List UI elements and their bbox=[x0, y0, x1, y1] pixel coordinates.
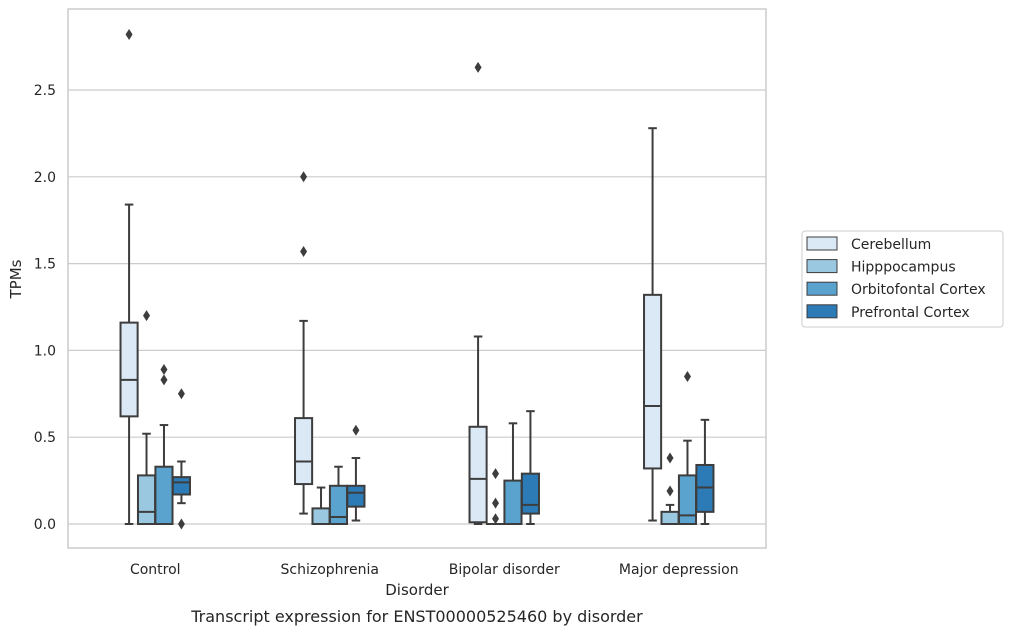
y-tick-label: 0.0 bbox=[34, 517, 56, 533]
box-hipppocampus bbox=[660, 452, 680, 525]
box-prefrontal-cortex bbox=[520, 410, 540, 525]
legend-frame bbox=[801, 230, 1004, 328]
iqr-box bbox=[311, 507, 331, 526]
gridlines bbox=[68, 89, 766, 525]
iqr-box bbox=[294, 417, 314, 486]
outlier-point bbox=[177, 518, 185, 530]
outlier-point bbox=[352, 424, 360, 436]
chart-caption: Transcript expression for ENST0000052546… bbox=[190, 607, 643, 626]
outlier-point bbox=[492, 497, 500, 509]
y-tick-label: 2.0 bbox=[34, 170, 56, 186]
outlier-point bbox=[300, 171, 308, 183]
box-prefrontal-cortex bbox=[171, 388, 191, 530]
y-tick-label: 1.5 bbox=[34, 257, 56, 273]
iqr-box bbox=[677, 474, 698, 525]
legend-label: Prefrontal Cortex bbox=[851, 305, 970, 321]
outlier-point bbox=[492, 468, 500, 480]
y-axis-label: TPMs bbox=[7, 259, 25, 299]
box-cerebellum bbox=[294, 171, 314, 515]
box-cerebellum bbox=[119, 28, 139, 525]
iqr-box bbox=[643, 293, 663, 470]
x-axis-label: Disorder bbox=[385, 581, 449, 599]
box-cerebellum bbox=[468, 61, 488, 525]
box-hipppocampus bbox=[311, 486, 331, 526]
outlier-point bbox=[666, 485, 674, 497]
iqr-box bbox=[328, 484, 349, 526]
box-orbitofontal-cortex bbox=[328, 465, 349, 526]
iqr-box bbox=[520, 472, 540, 515]
x-tick-label: Major depression bbox=[619, 562, 739, 578]
y-tick-label: 1.0 bbox=[34, 343, 56, 359]
x-tick-labels: Control Schizophrenia Bipolar disorder Majo… bbox=[130, 562, 739, 578]
box-prefrontal-cortex bbox=[695, 418, 715, 525]
iqr-box bbox=[154, 465, 174, 526]
outlier-point bbox=[300, 245, 308, 257]
outlier-point bbox=[160, 363, 168, 375]
boxes-layer bbox=[119, 28, 715, 530]
legend-label: Cerebellum bbox=[851, 237, 931, 253]
legend-label: Orbitofontal Cortex bbox=[851, 282, 986, 298]
outlier-point bbox=[492, 513, 500, 525]
legend-swatch bbox=[806, 236, 838, 251]
y-tick-label: 0.5 bbox=[34, 430, 56, 446]
outlier-point bbox=[125, 28, 133, 40]
outlier-point bbox=[177, 388, 185, 400]
legend-swatch bbox=[806, 304, 838, 319]
iqr-box bbox=[136, 474, 157, 525]
plot-frame bbox=[67, 8, 767, 549]
iqr-box bbox=[503, 479, 523, 526]
x-tick-label: Bipolar disorder bbox=[449, 562, 560, 578]
legend-swatch bbox=[806, 259, 838, 274]
iqr-box bbox=[171, 476, 191, 496]
outlier-point bbox=[666, 452, 674, 464]
box-hipppocampus bbox=[485, 468, 506, 526]
box-hipppocampus bbox=[136, 310, 157, 525]
iqr-box bbox=[346, 484, 366, 508]
outlier-point bbox=[160, 374, 168, 386]
y-tick-label: 2.5 bbox=[34, 83, 56, 99]
iqr-box bbox=[119, 321, 139, 418]
box-orbitofontal-cortex bbox=[677, 370, 698, 525]
x-tick-label: Schizophrenia bbox=[281, 562, 379, 578]
y-tick-labels: 0.0 0.5 1.0 1.5 2.0 2.5 bbox=[34, 83, 56, 533]
box-prefrontal-cortex bbox=[346, 424, 366, 522]
legend-swatch bbox=[806, 281, 838, 296]
box-cerebellum bbox=[643, 127, 663, 522]
iqr-box bbox=[468, 425, 488, 524]
outlier-point bbox=[474, 61, 482, 73]
x-tick-label: Control bbox=[130, 562, 181, 578]
box-orbitofontal-cortex bbox=[154, 363, 174, 526]
outlier-point bbox=[143, 310, 151, 322]
legend: Cerebellum Hipppocampus Orbitofontal Corte… bbox=[801, 230, 1004, 328]
iqr-box bbox=[660, 510, 680, 525]
outlier-point bbox=[683, 370, 691, 382]
legend-label: Hipppocampus bbox=[851, 260, 956, 276]
box-orbitofontal-cortex bbox=[503, 422, 523, 526]
